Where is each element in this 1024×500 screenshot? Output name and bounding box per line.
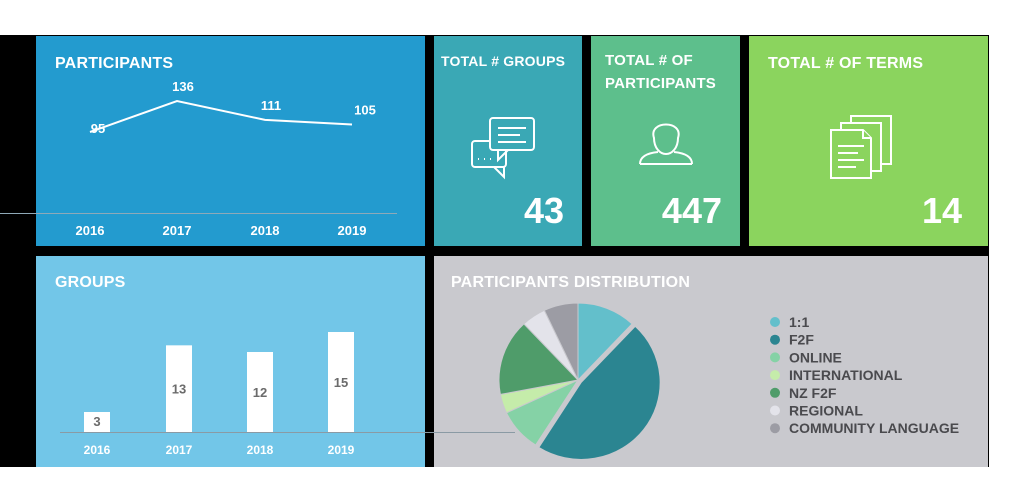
participants-title: PARTICIPANTS xyxy=(55,55,174,72)
total-participants-value: 447 xyxy=(661,190,722,231)
bar xyxy=(84,412,110,432)
bar-value-label: 15 xyxy=(334,375,348,390)
participants-panel: PARTICIPANTS 95 2016 136 2017 111 2018 105 2019 xyxy=(36,36,425,246)
legend-swatch xyxy=(770,405,780,416)
data-label: 111 xyxy=(261,98,281,113)
legend-swatch xyxy=(770,370,780,381)
total-participants-card: TOTAL # OF PARTICIPANTS 447 xyxy=(591,36,740,246)
x-tick-label: 2016 xyxy=(76,223,105,238)
legend-swatch xyxy=(770,387,780,398)
x-tick-label: 2016 xyxy=(84,443,111,457)
pie-slice-community-language xyxy=(543,302,579,381)
data-label: 105 xyxy=(354,102,376,117)
x-tick-label: 2018 xyxy=(247,443,274,457)
divider-line xyxy=(0,213,397,214)
bar-value-label: 13 xyxy=(172,382,186,397)
legend-label: F2F xyxy=(789,332,814,348)
x-tick-label: 2017 xyxy=(163,223,192,238)
distribution-title: PARTICIPANTS DISTRIBUTION xyxy=(451,274,691,291)
legend-swatch xyxy=(770,423,780,434)
total-groups-card: TOTAL # GROUPS 43 xyxy=(434,36,582,246)
groups-bar-chart: 3 2016 13 2017 12 2018 15 2019 xyxy=(84,332,355,457)
total-terms-title: TOTAL # OF TERMS xyxy=(768,55,924,72)
legend-swatch xyxy=(770,352,780,363)
data-label: 136 xyxy=(172,79,194,94)
legend-label: ONLINE xyxy=(789,349,842,365)
pie-slice-1-1 xyxy=(577,302,633,382)
x-tick-label: 2017 xyxy=(166,443,193,457)
participants-line-chart: 95 2016 136 2017 111 2018 105 2019 xyxy=(76,79,376,238)
legend-label: 1:1 xyxy=(789,314,809,330)
total-groups-value: 43 xyxy=(523,190,564,231)
total-participants-title-line2: PARTICIPANTS xyxy=(605,75,717,92)
bar-value-label: 3 xyxy=(93,414,100,429)
legend-label: INTERNATIONAL xyxy=(789,367,903,383)
pie-slice-f2f xyxy=(538,325,661,460)
legend-swatch xyxy=(770,334,780,345)
documents-icon xyxy=(830,115,892,179)
bar-value-label: 12 xyxy=(253,385,267,400)
chat-bubbles-icon xyxy=(471,117,535,180)
total-terms-card: TOTAL # OF TERMS 14 xyxy=(749,36,988,246)
total-groups-title: TOTAL # GROUPS xyxy=(441,53,566,69)
bar xyxy=(328,332,354,432)
bar xyxy=(247,352,273,432)
total-terms-value: 14 xyxy=(921,190,962,231)
bar xyxy=(166,345,192,432)
total-participants-title-line1: TOTAL # OF xyxy=(605,52,693,69)
legend-label: REGIONAL xyxy=(789,403,863,419)
x-tick-label: 2018 xyxy=(251,223,280,238)
groups-title: GROUPS xyxy=(55,274,126,291)
distribution-panel: PARTICIPANTS DISTRIBUTION 1:1 F2F ONLINE IN… xyxy=(434,256,988,467)
participants-line xyxy=(89,99,353,133)
x-tick-label: 2019 xyxy=(338,223,367,238)
legend-swatch xyxy=(770,317,780,327)
divider-line xyxy=(60,432,515,433)
legend-label: NZ F2F xyxy=(789,385,837,401)
groups-panel: GROUPS 3 2016 13 2017 12 2018 15 2019 xyxy=(36,256,425,467)
pie-slice-nz-f2f xyxy=(498,323,580,396)
data-label: 95 xyxy=(91,121,105,136)
x-tick-label: 2019 xyxy=(328,443,355,457)
legend-label: COMMUNITY LANGUAGE xyxy=(789,420,959,436)
person-icon xyxy=(639,123,693,165)
